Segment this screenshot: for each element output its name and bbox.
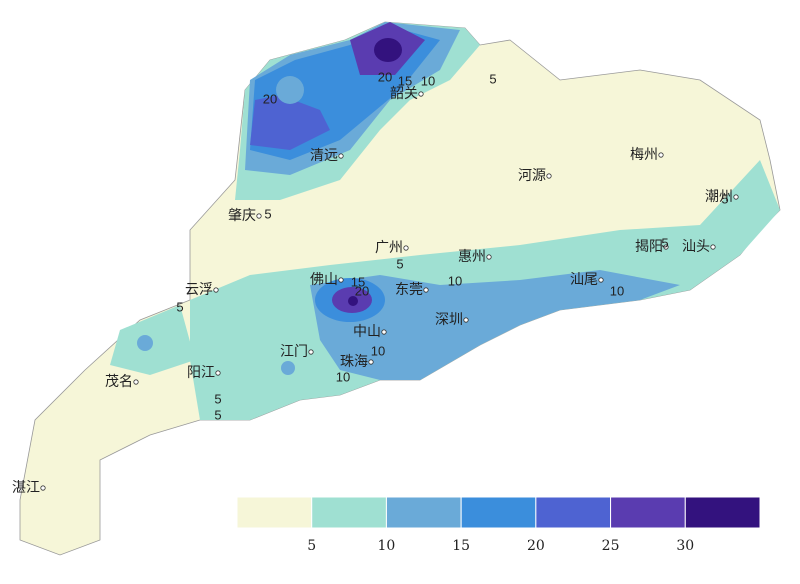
contour-label: 5 xyxy=(214,407,221,422)
city-dot xyxy=(658,152,664,158)
contour-label: 10 xyxy=(610,283,624,298)
city-dot xyxy=(663,244,669,250)
city-label: 东莞 xyxy=(395,282,423,298)
city-label: 梅州 xyxy=(630,147,658,163)
legend-swatch xyxy=(311,496,387,529)
legend-swatch xyxy=(610,496,686,529)
city-label: 阳江 xyxy=(187,365,215,381)
contour-label: 5 xyxy=(214,391,221,406)
city-dot xyxy=(463,317,469,323)
province xyxy=(19,21,781,556)
legend-swatch xyxy=(535,496,612,529)
legend-tick-label: 25 xyxy=(602,538,620,554)
city-dot xyxy=(40,485,46,491)
legend-swatch xyxy=(684,496,761,529)
city-dot xyxy=(256,213,262,219)
legend-tick-label: 5 xyxy=(307,538,316,554)
legend-swatch xyxy=(236,496,313,529)
legend-swatch xyxy=(385,496,462,529)
city-label: 广州 xyxy=(375,240,403,256)
city-label: 湛江 xyxy=(12,480,40,496)
city-label: 揭阳 xyxy=(635,239,663,255)
city-dot xyxy=(338,277,344,283)
legend-tick-label: 20 xyxy=(527,538,545,554)
city-label: 深圳 xyxy=(435,312,463,328)
city-dot xyxy=(133,379,139,385)
contour-label: 5 xyxy=(264,206,271,221)
contour-label: 10 xyxy=(336,369,350,384)
contour-label: 20 xyxy=(263,91,277,106)
contour-label: 10 xyxy=(448,273,462,288)
city-dot xyxy=(418,91,424,97)
city-label: 汕头 xyxy=(682,239,710,255)
legend: 5 10 15 20 25 30 xyxy=(236,496,761,554)
city-label: 潮州 xyxy=(705,189,733,205)
city-label: 惠州 xyxy=(458,249,486,265)
city-label: 中山 xyxy=(353,324,381,340)
contour-label: 5 xyxy=(721,191,728,206)
city-label: 佛山 xyxy=(310,272,338,288)
city-label: 珠海 xyxy=(340,354,368,370)
city-dot xyxy=(215,370,221,376)
contour-label: 10 xyxy=(421,73,435,88)
city-dot xyxy=(546,173,552,179)
city-label: 汕尾 xyxy=(570,272,598,288)
city-dot xyxy=(733,194,739,200)
contour-label: 10 xyxy=(371,343,385,358)
city-dot xyxy=(213,287,219,293)
city-dot xyxy=(423,287,429,293)
city-label: 肇庆 xyxy=(228,208,256,224)
city-label: 河源 xyxy=(518,168,546,184)
city-dot xyxy=(308,349,314,355)
contour-label: 15 xyxy=(351,274,365,289)
contour-label: 20 xyxy=(355,283,369,298)
city-label: 韶关 xyxy=(390,86,418,102)
city-label: 茂名 xyxy=(105,373,133,390)
legend-tick-label: 30 xyxy=(676,538,694,554)
city-label: 清远 xyxy=(310,148,338,164)
city-label: 云浮 xyxy=(185,282,213,298)
contour-label: 5 xyxy=(396,256,403,271)
legend-swatch xyxy=(460,496,537,529)
city-dot xyxy=(598,277,604,283)
city-label: 江门 xyxy=(280,344,308,360)
contour-label: 15 xyxy=(398,73,412,88)
contour-label: 5 xyxy=(661,235,668,250)
city-dot xyxy=(381,329,387,335)
city-dot xyxy=(403,245,409,251)
city-dot xyxy=(338,153,344,159)
city-dot xyxy=(486,254,492,260)
city-dot xyxy=(710,244,716,250)
contour-label: 20 xyxy=(378,69,392,84)
legend-tick-label: 15 xyxy=(452,538,470,554)
city-dot xyxy=(368,359,374,365)
legend-tick-label: 10 xyxy=(378,538,396,554)
contour-label: 5 xyxy=(489,71,496,86)
contour-label: 5 xyxy=(176,299,183,314)
